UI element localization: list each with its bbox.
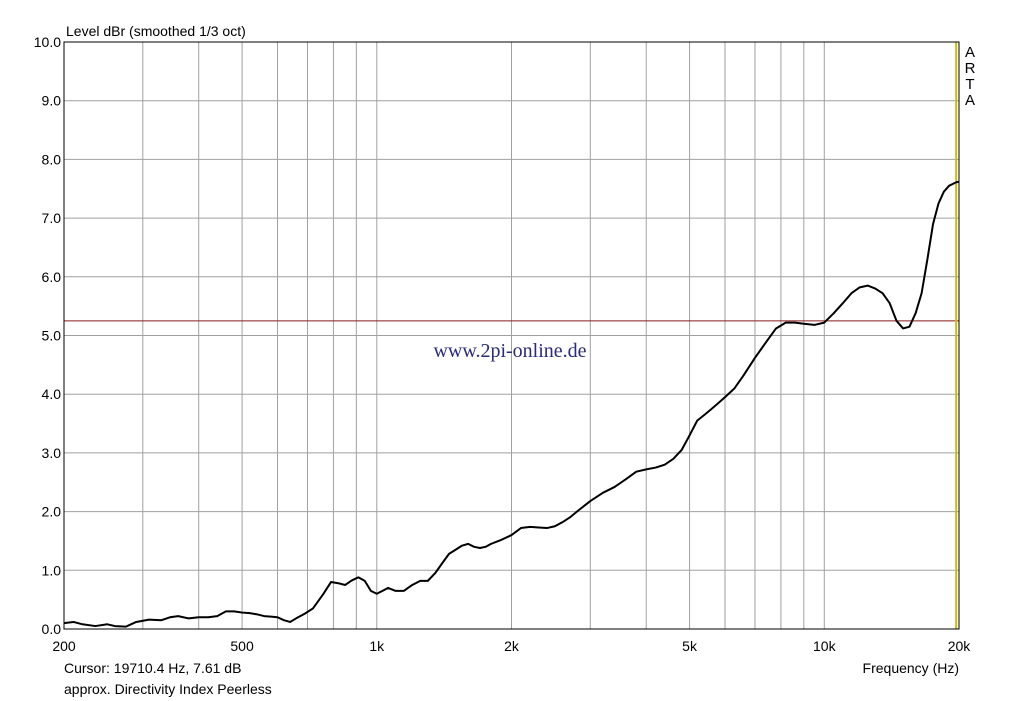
x-axis-title: Frequency (Hz) (863, 660, 959, 676)
plot-frame (63, 41, 960, 630)
y-tick-label: 8.0 (42, 151, 62, 167)
x-tick-labels: 200 500 1k 2k 5k 10k 20k (52, 638, 971, 654)
watermark: www.2pi-online.de (433, 340, 586, 362)
x-tick-label: 500 (230, 638, 254, 654)
y-tick-label: 10.0 (34, 34, 61, 50)
series-line (63, 180, 960, 628)
y-tick-label: 4.0 (42, 386, 62, 402)
x-tick-label: 10k (813, 638, 837, 654)
arta-letter: T (965, 76, 974, 93)
x-tick-label: 2k (504, 638, 520, 654)
y-tick-label: 0.0 (42, 621, 62, 637)
cursor-readout: Cursor: 19710.4 Hz, 7.61 dB (64, 660, 241, 676)
y-tick-label: 6.0 (42, 269, 62, 285)
arta-letter: A (965, 44, 975, 61)
x-tick-label: 5k (682, 638, 698, 654)
arta-letter: A (965, 92, 975, 109)
x-tick-label: 1k (369, 638, 385, 654)
arta-letter: R (965, 60, 976, 77)
x-tick-label: 200 (52, 638, 76, 654)
y-tick-label: 7.0 (42, 210, 62, 226)
y-axis-title: Level dBr (smoothed 1/3 oct) (66, 23, 246, 39)
y-tick-label: 1.0 (42, 562, 62, 578)
y-tick-label: 5.0 (42, 328, 62, 344)
y-tick-label: 9.0 (42, 93, 62, 109)
y-tick-labels: 0.0 1.0 2.0 3.0 4.0 5.0 6.0 7.0 8.0 9.0 10.0 (34, 34, 61, 637)
chart-caption: approx. Directivity Index Peerless (64, 681, 272, 697)
y-tick-label: 3.0 (42, 445, 62, 461)
grid (64, 42, 959, 629)
y-tick-label: 2.0 (42, 504, 62, 520)
x-tick-label: 20k (948, 638, 972, 654)
